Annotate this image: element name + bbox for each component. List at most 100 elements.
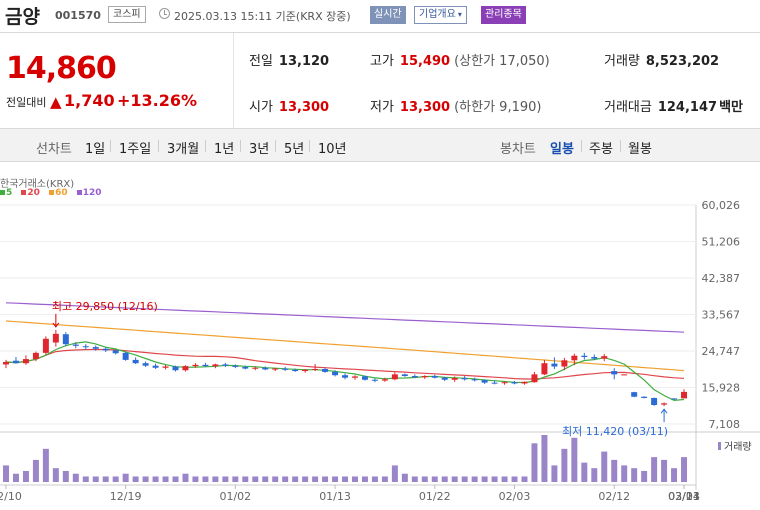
candle-body bbox=[12, 360, 19, 364]
candle-body bbox=[192, 364, 199, 367]
ma20-label: 20 bbox=[27, 188, 40, 198]
volume-bar bbox=[481, 476, 488, 482]
volume-bar bbox=[242, 476, 249, 482]
low-arrow-head-icon bbox=[660, 408, 668, 414]
volume-bar bbox=[22, 470, 29, 482]
period-3m[interactable]: 3개월 bbox=[167, 142, 200, 157]
volume-bar bbox=[92, 476, 99, 482]
stock-code: 001570 bbox=[55, 9, 101, 22]
amount-value: 124,147 bbox=[657, 100, 718, 115]
candle-weekly[interactable]: 주봉 bbox=[589, 142, 613, 157]
candle-body bbox=[551, 363, 558, 367]
y-tick-label: 33,567 bbox=[702, 309, 741, 322]
candle-daily[interactable]: 일봉 bbox=[550, 142, 574, 157]
volume-bar bbox=[451, 476, 458, 482]
candle-body bbox=[531, 374, 538, 383]
candle-body bbox=[312, 368, 319, 370]
candle-body bbox=[511, 382, 518, 384]
period-10y[interactable]: 10년 bbox=[318, 142, 347, 157]
realtime-button[interactable]: 실시간 bbox=[370, 6, 406, 24]
line-chart-label[interactable]: 선차트 bbox=[36, 142, 72, 157]
volume-bar bbox=[282, 476, 289, 482]
volume-bar bbox=[302, 476, 309, 482]
period-3y[interactable]: 3년 bbox=[249, 142, 270, 157]
candle-body bbox=[611, 371, 618, 375]
candle-chart-label[interactable]: 봉차트 bbox=[500, 142, 536, 157]
volume-bar bbox=[381, 476, 388, 482]
divider bbox=[233, 33, 234, 138]
high-label: 고가 bbox=[370, 54, 394, 69]
candle-body bbox=[242, 366, 249, 369]
candle-monthly[interactable]: 월봉 bbox=[628, 142, 652, 157]
volume-bar bbox=[651, 457, 658, 482]
y-tick-label: 51,206 bbox=[702, 236, 741, 249]
company-overview-button[interactable]: 기업개요 ▾ bbox=[414, 6, 467, 24]
change-percent: +13.26% bbox=[117, 91, 198, 110]
volume-bar bbox=[631, 468, 638, 482]
candle-body bbox=[541, 363, 548, 375]
candle-body bbox=[42, 338, 49, 353]
candle-body bbox=[322, 368, 329, 372]
lower-limit: (하한가 9,190) bbox=[454, 100, 542, 115]
volume-bar bbox=[162, 476, 169, 482]
volume-bar bbox=[212, 476, 219, 482]
period-5y[interactable]: 5년 bbox=[284, 142, 305, 157]
candle-body bbox=[601, 356, 608, 359]
period-1d[interactable]: 1일 bbox=[85, 142, 106, 157]
candle-body bbox=[491, 382, 498, 384]
period-1w[interactable]: 1주일 bbox=[119, 142, 152, 157]
ma5-line bbox=[5, 341, 685, 402]
volume-bar bbox=[491, 476, 498, 482]
volume-bar bbox=[681, 457, 688, 482]
volume-bar bbox=[142, 476, 149, 482]
company-overview-label: 기업개요 bbox=[419, 9, 456, 20]
quote-panel: 14,860 전일대비 ▲ 1,740 +13.26% 전일 13,120 고가 1… bbox=[0, 33, 760, 138]
candle-body bbox=[561, 360, 568, 367]
prev-close: 전일 13,120 bbox=[249, 50, 329, 69]
stock-header: 금양 001570 코스피 2025.03.13 15:11 기준(KRX 장중… bbox=[0, 0, 760, 33]
volume-bar bbox=[561, 448, 568, 482]
volume-bar bbox=[122, 473, 129, 482]
change-value: 1,740 bbox=[64, 91, 115, 110]
volume-bar bbox=[342, 476, 349, 482]
candle-body bbox=[292, 369, 299, 372]
candle-body bbox=[591, 356, 598, 359]
period-1y[interactable]: 1년 bbox=[214, 142, 235, 157]
candle-body bbox=[571, 355, 578, 361]
volume-bar bbox=[82, 476, 89, 482]
candle-body bbox=[262, 367, 269, 370]
candle-body bbox=[451, 378, 458, 380]
candle-body bbox=[671, 398, 678, 400]
volume-bar bbox=[581, 462, 588, 482]
candle-body bbox=[232, 365, 239, 367]
volume-bar bbox=[112, 476, 119, 482]
candle-body bbox=[102, 348, 109, 351]
x-tick-label: 03/04 bbox=[668, 490, 700, 503]
divider bbox=[240, 140, 241, 152]
volume: 거래량 8,523,202 bbox=[604, 50, 719, 69]
volume-bar bbox=[661, 459, 668, 482]
volume-bar bbox=[42, 448, 49, 482]
high-annotation: 최고 29,850 (12/16) bbox=[52, 300, 158, 313]
open-value: 13,300 bbox=[278, 100, 330, 115]
candle-body bbox=[361, 376, 368, 380]
candle-body bbox=[421, 376, 428, 378]
prev-close-label: 전일 bbox=[249, 54, 273, 69]
x-tick-label: 12/10 bbox=[0, 490, 22, 503]
managed-stock-badge: 관리종목 bbox=[481, 6, 526, 24]
low-label: 저가 bbox=[370, 100, 394, 115]
volume-bar bbox=[222, 476, 229, 482]
market-badge: 코스피 bbox=[108, 6, 146, 23]
low-annotation: 최저 11,420 (03/11) bbox=[562, 425, 668, 438]
volume-bar bbox=[322, 476, 329, 482]
ma60-label: 60 bbox=[55, 188, 68, 198]
volume-bar bbox=[431, 476, 438, 482]
volume-bar bbox=[621, 465, 628, 482]
candle-body bbox=[381, 379, 388, 381]
candle-body bbox=[681, 391, 688, 399]
divider bbox=[275, 140, 276, 152]
x-tick-label: 01/13 bbox=[319, 490, 351, 503]
candle-body bbox=[661, 403, 668, 405]
y-tick-label: 60,026 bbox=[702, 199, 741, 212]
